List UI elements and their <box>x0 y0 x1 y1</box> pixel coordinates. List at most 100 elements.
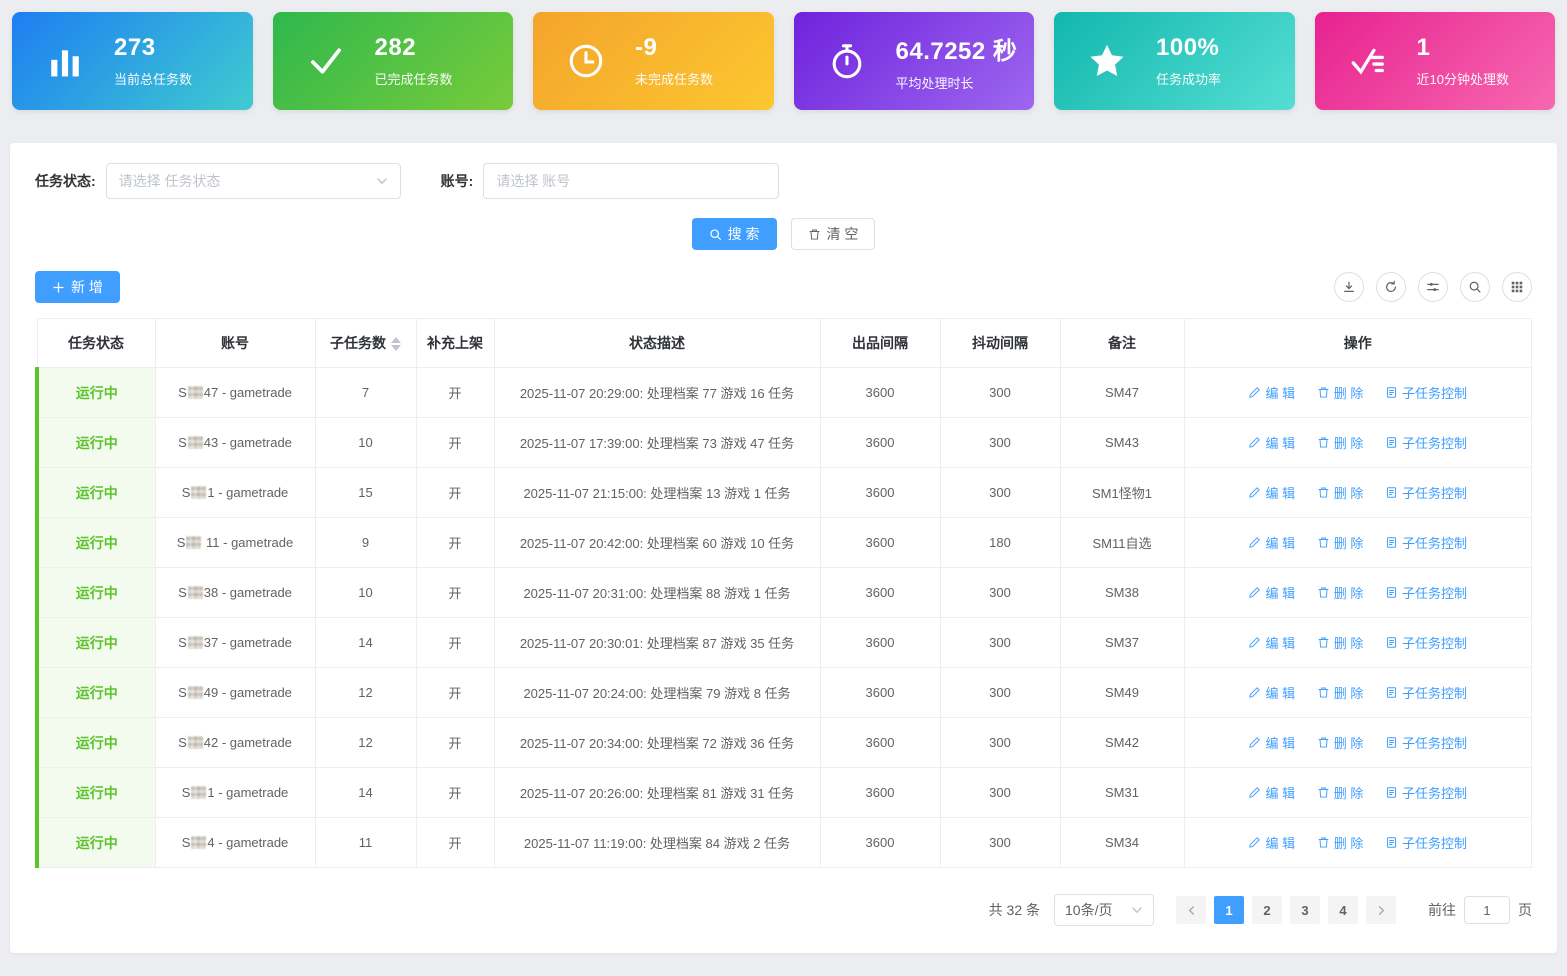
page-button-4[interactable]: 4 <box>1328 896 1358 924</box>
next-page-button[interactable] <box>1366 896 1396 924</box>
edit-link[interactable]: 编 辑 <box>1248 733 1295 752</box>
edit-link[interactable]: 编 辑 <box>1248 583 1295 602</box>
refresh-icon <box>1386 280 1396 292</box>
status-desc-cell: 2025-11-07 20:29:00: 处理档案 77 游戏 16 任务 <box>493 367 821 418</box>
goto-label: 前往 <box>1428 902 1456 918</box>
account-input[interactable] <box>496 173 767 189</box>
table-body: 运行中 S 47 - gametrade 7 开 2025-11-07 20:29… <box>35 367 1532 868</box>
subtask-control-link[interactable]: 子任务控制 <box>1385 683 1467 702</box>
edit-link[interactable]: 编 辑 <box>1248 383 1295 402</box>
remark-cell: SM34 <box>1059 817 1185 868</box>
subtasks-cell: 10 <box>314 567 417 618</box>
jitter-cell: 300 <box>939 767 1061 818</box>
redaction-block <box>187 586 203 599</box>
remark-cell: SM49 <box>1059 667 1185 718</box>
table-row: 运行中 S 47 - gametrade 7 开 2025-11-07 20:29… <box>35 367 1532 418</box>
grid-button[interactable] <box>1502 272 1532 302</box>
delete-link[interactable]: 删 除 <box>1317 733 1363 752</box>
add-button[interactable]: 新 增 <box>35 271 120 303</box>
chevron-down-icon <box>376 178 387 185</box>
status-desc-cell: 2025-11-07 20:26:00: 处理档案 81 游戏 31 任务 <box>493 767 821 818</box>
edit-icon <box>1249 487 1261 498</box>
stat-label: 任务成功率 <box>1156 72 1222 87</box>
trash-icon <box>1318 737 1329 748</box>
page-size-select[interactable]: 10条/页 <box>1054 894 1154 926</box>
account-cell: S 42 - gametrade <box>154 717 316 768</box>
subtask-control-link[interactable]: 子任务控制 <box>1385 433 1467 452</box>
sort-caret[interactable] <box>391 337 401 352</box>
redaction-block <box>191 786 207 799</box>
delete-link[interactable]: 删 除 <box>1317 433 1363 452</box>
edit-icon <box>1249 637 1261 648</box>
refresh-button[interactable] <box>1376 272 1406 302</box>
interval-cell: 3600 <box>819 817 941 868</box>
delete-link[interactable]: 删 除 <box>1317 833 1363 852</box>
delete-link[interactable]: 删 除 <box>1317 633 1363 652</box>
page-button-3[interactable]: 3 <box>1290 896 1320 924</box>
restock-cell: 开 <box>415 617 495 668</box>
edit-link[interactable]: 编 辑 <box>1248 783 1295 802</box>
stat-value: 1 <box>1416 34 1431 61</box>
actions-cell: 编 辑 删 除 子任务控制 <box>1183 467 1532 518</box>
page-button-2[interactable]: 2 <box>1252 896 1282 924</box>
status-desc-cell: 2025-11-07 21:15:00: 处理档案 13 游戏 1 任务 <box>493 467 821 518</box>
account-filter-label: 账号: <box>440 173 474 189</box>
clear-button[interactable]: 清 空 <box>790 218 876 250</box>
restock-cell: 开 <box>415 717 495 768</box>
edit-link[interactable]: 编 辑 <box>1248 833 1295 852</box>
table-header-row: 任务状态 账号 子任务数 补充上架 状态描述 出品间隔 抖动间隔 备注 操作 <box>36 318 1532 368</box>
edit-link[interactable]: 编 辑 <box>1248 633 1295 652</box>
sliders-button[interactable] <box>1418 272 1448 302</box>
jitter-cell: 300 <box>939 567 1061 618</box>
header-status-desc: 状态描述 <box>493 318 821 368</box>
edit-icon <box>1249 437 1261 448</box>
edit-link[interactable]: 编 辑 <box>1248 483 1295 502</box>
delete-link[interactable]: 删 除 <box>1317 483 1363 502</box>
delete-link[interactable]: 删 除 <box>1317 383 1363 402</box>
clipboard-icon <box>1386 587 1397 598</box>
search-table-button[interactable] <box>1460 272 1490 302</box>
subtasks-cell: 14 <box>314 767 417 818</box>
grid-icon <box>1511 281 1523 293</box>
subtask-control-link[interactable]: 子任务控制 <box>1385 533 1467 552</box>
subtask-control-link[interactable]: 子任务控制 <box>1385 733 1467 752</box>
restock-cell: 开 <box>415 817 495 868</box>
chevron-right-icon <box>1378 905 1384 915</box>
subtask-control-link[interactable]: 子任务控制 <box>1385 483 1467 502</box>
delete-link[interactable]: 删 除 <box>1317 583 1363 602</box>
restock-cell: 开 <box>415 767 495 818</box>
edit-link[interactable]: 编 辑 <box>1248 433 1295 452</box>
subtask-control-link[interactable]: 子任务控制 <box>1385 383 1467 402</box>
bar-chart-icon <box>46 42 84 80</box>
page-button-1[interactable]: 1 <box>1214 896 1244 924</box>
main-panel: 任务状态: 请选择 任务状态 账号: 搜 索 清 空 <box>10 143 1557 953</box>
edit-link[interactable]: 编 辑 <box>1248 683 1295 702</box>
delete-link[interactable]: 删 除 <box>1317 533 1363 552</box>
trash-icon <box>1318 537 1329 548</box>
delete-link[interactable]: 删 除 <box>1317 783 1363 802</box>
delete-link[interactable]: 删 除 <box>1317 683 1363 702</box>
status-filter-select[interactable]: 请选择 任务状态 <box>105 163 401 199</box>
subtask-control-link[interactable]: 子任务控制 <box>1385 633 1467 652</box>
search-button[interactable]: 搜 索 <box>691 218 777 250</box>
subtask-control-link[interactable]: 子任务控制 <box>1385 833 1467 852</box>
prev-page-button[interactable] <box>1176 896 1206 924</box>
restock-cell: 开 <box>415 667 495 718</box>
trash-icon <box>1318 387 1329 398</box>
trash-icon <box>1318 837 1329 848</box>
download-button[interactable] <box>1334 272 1364 302</box>
jitter-cell: 300 <box>939 817 1061 868</box>
edit-icon <box>1249 537 1261 548</box>
table-toolbar: 新 增 <box>35 271 1532 303</box>
edit-link[interactable]: 编 辑 <box>1248 533 1295 552</box>
subtask-control-link[interactable]: 子任务控制 <box>1385 583 1467 602</box>
subtask-control-link[interactable]: 子任务控制 <box>1385 783 1467 802</box>
goto-page-input[interactable] <box>1464 896 1510 924</box>
subtasks-cell: 9 <box>314 517 417 568</box>
filter-actions: 搜 索 清 空 <box>35 218 1532 250</box>
status-desc-cell: 2025-11-07 20:30:01: 处理档案 87 游戏 35 任务 <box>493 617 821 668</box>
download-icon <box>1344 281 1354 292</box>
clipboard-icon <box>1386 537 1397 548</box>
interval-cell: 3600 <box>819 417 941 468</box>
subtasks-cell: 7 <box>314 367 417 418</box>
